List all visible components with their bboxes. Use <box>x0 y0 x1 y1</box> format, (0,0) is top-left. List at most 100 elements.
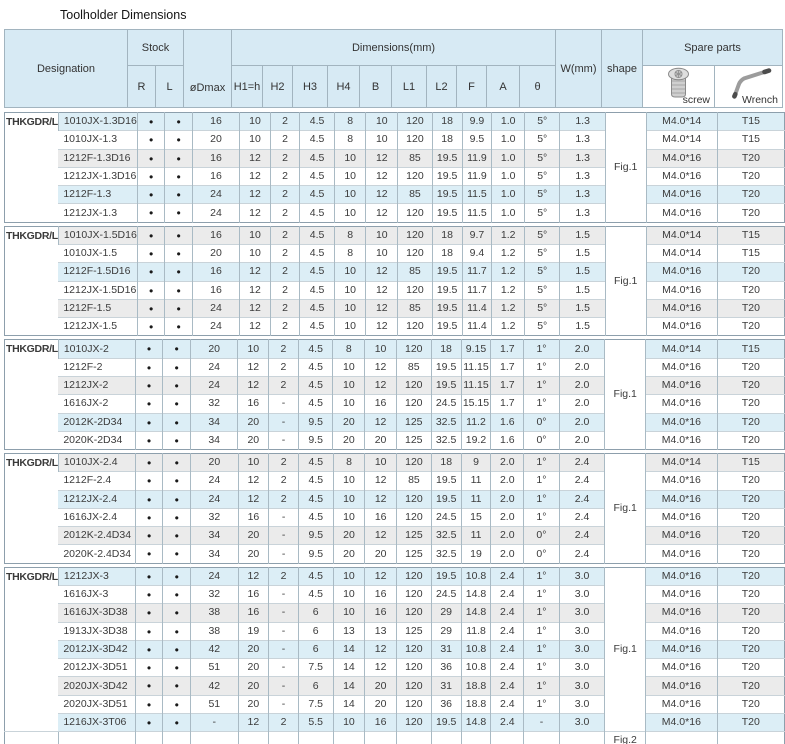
a-cell: 1.2 <box>491 226 525 245</box>
stock-l-cell: ● <box>164 112 193 131</box>
theta-cell: 5° <box>523 166 560 186</box>
stock-l-cell: ● <box>162 676 191 696</box>
h4-cell: 20 <box>332 526 365 545</box>
stock-l-cell: ● <box>162 603 191 623</box>
l2-cell: 31 <box>430 639 462 659</box>
f-cell: 9.15 <box>460 339 491 359</box>
stock-dot-icon: ● <box>148 135 154 145</box>
stock-l-cell: ● <box>162 489 191 509</box>
designation-cell: 1010JX-2.4 <box>57 453 136 472</box>
stock-r-cell: ● <box>134 357 163 377</box>
stock-dot-icon: ● <box>146 681 152 691</box>
h1-cell: 16 <box>237 507 269 527</box>
wrench-cell: T20 <box>716 280 785 300</box>
designation-cell: 1212F-2 <box>58 357 136 377</box>
h1-cell: 16 <box>237 585 269 604</box>
screw-cell: M4.0*16 <box>645 185 718 204</box>
table-row: 2020K-2D34 ● ● 34 20-9.5 20 20 125 32.5 19.2 1.6 0°… <box>5 430 785 450</box>
h3-cell: 4.5 <box>299 203 335 223</box>
stock-dot-icon: ● <box>174 681 179 691</box>
table-header: Designation Stock øDmax Dimensions(mm) W… <box>4 29 783 108</box>
odmax-cell: - <box>190 712 239 732</box>
stock-dot-icon: ● <box>174 644 179 654</box>
a-cell: 1.6 <box>490 430 524 450</box>
wrench-label: Wrench <box>742 94 778 106</box>
designation-cell: 2012K-2D34 <box>58 412 136 432</box>
f-cell: 15 <box>460 507 491 527</box>
f-cell: 11.7 <box>461 262 492 282</box>
theta-cell: 1° <box>523 694 560 714</box>
a-cell: 2.4 <box>490 567 524 586</box>
odmax-cell: 16 <box>191 166 240 186</box>
a-cell: 2.4 <box>490 676 524 696</box>
b-cell: 12 <box>365 262 398 282</box>
h3-cell <box>297 731 334 744</box>
col-header-odmax: øDmax <box>183 29 232 108</box>
stock-l-cell: ● <box>164 166 193 186</box>
table-row: THKGDR/L 1010JX-1.5D16 ● ● 16 10 2 4.5 8 10 120 18 9… <box>4 226 785 336</box>
stock-dot-icon: ● <box>174 626 179 636</box>
h3-cell: 4.5 <box>299 298 335 318</box>
l2-cell: 19.5 <box>431 203 463 223</box>
f-cell: 11.7 <box>461 280 492 300</box>
odmax-cell: 38 <box>190 603 239 623</box>
b-cell: 12 <box>365 298 398 318</box>
screw-cell: M4.0*14 <box>645 453 718 472</box>
table-row: THKGDR/L 1010JX-2 ● ● 20 10 2 4.5 8 10 120 18 9.15 1.… <box>4 339 785 450</box>
l1-cell: 85 <box>396 471 432 491</box>
odmax-cell: 16 <box>191 148 240 168</box>
theta-cell: 5° <box>523 203 560 223</box>
table-row: 1212F-1.5 ● ● 24 12 2 4.5 10 12 85 19.5 11.4 1.2 5° 1.… <box>5 298 785 318</box>
h3-cell: 4.5 <box>299 112 335 131</box>
wrench-cell: T15 <box>716 243 785 263</box>
w-cell: 1.3 <box>559 185 606 204</box>
a-cell: 1.6 <box>490 412 524 432</box>
figure-cell: Fig.2 <box>604 731 646 744</box>
h1-cell: 12 <box>237 471 269 491</box>
odmax-cell: 24 <box>189 357 238 377</box>
designation-cell: 2012JX-3D51 <box>58 658 136 677</box>
col-header-f: F <box>456 65 487 108</box>
h4-cell: 14 <box>332 676 365 696</box>
l1-cell: 120 <box>395 658 432 677</box>
w-cell: 1.3 <box>559 130 606 150</box>
theta-cell: 1° <box>523 507 560 527</box>
theta-cell: 1° <box>523 471 560 491</box>
theta-cell: 5° <box>523 185 560 204</box>
wrench-cell: T20 <box>716 567 785 586</box>
table-row: 1616JX-2.4 ● ● 32 16-4.5 10 16 120 24.5 15 2.0 1° 2.… <box>5 507 785 527</box>
b-cell: 20 <box>364 694 397 714</box>
h2-cell: 2 <box>268 375 299 395</box>
stock-l-cell: ● <box>164 262 193 282</box>
stock-r-cell: ● <box>134 507 163 527</box>
stock-l-cell: ● <box>162 658 191 677</box>
a-cell: 1.2 <box>491 298 525 318</box>
stock-l-cell: ● <box>164 130 193 150</box>
b-cell <box>364 731 397 744</box>
designation-cell: 1616JX-2 <box>58 394 136 413</box>
b-cell: 16 <box>364 585 397 604</box>
l1-cell: 120 <box>395 375 432 395</box>
group-prefix <box>4 731 59 744</box>
table-row: 2012JX-3D51 ● ● 51 20-7.5 14 12 120 36 10.8 2.4 1° 3… <box>5 658 785 677</box>
stock-dot-icon: ● <box>148 153 154 163</box>
h1-cell: 10 <box>237 339 269 359</box>
screw-cell: M4.0*16 <box>645 375 718 395</box>
h2-cell: - <box>268 394 299 413</box>
screw-cell: M4.0*14 <box>645 112 718 131</box>
theta-cell: 1° <box>523 357 560 377</box>
h3-cell: 9.5 <box>297 544 334 564</box>
h1-cell: 16 <box>237 603 269 623</box>
stock-l-cell: ● <box>162 375 191 395</box>
l1-cell: 120 <box>396 507 432 527</box>
screw-cell: M4.0*14 <box>645 130 718 150</box>
f-cell: 15.15 <box>460 394 491 413</box>
f-cell: 11.15 <box>460 357 491 377</box>
stock-l-cell <box>162 731 191 744</box>
table-row: 2012JX-3D42 ● ● 42 20-6 14 12 120 31 10.8 2.4 1° 3.0… <box>5 639 785 659</box>
stock-r-cell: ● <box>134 430 163 450</box>
h3-cell: 4.5 <box>297 339 333 359</box>
b-cell: 12 <box>365 185 398 204</box>
table-row: 1212F-2 ● ● 24 12 2 4.5 10 12 85 19.5 11.15 1.7 1° 2.0… <box>5 357 785 377</box>
